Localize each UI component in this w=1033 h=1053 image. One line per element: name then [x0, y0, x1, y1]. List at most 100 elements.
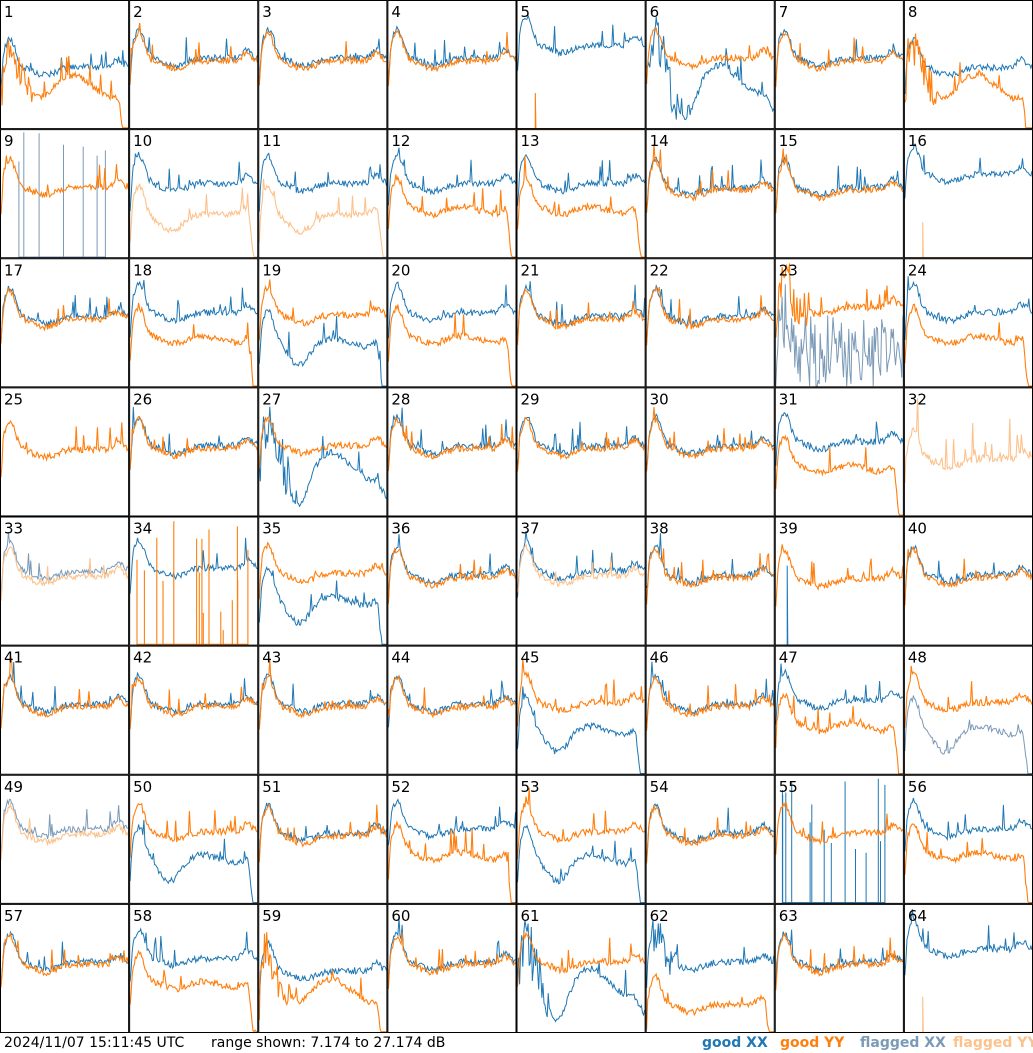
tile-label: 23: [779, 261, 798, 279]
tile-label: 48: [908, 649, 927, 667]
tile-label: 30: [650, 390, 669, 408]
tile-frame: [774, 0, 904, 130]
tile-43: 43: [258, 645, 388, 775]
series-yy: [904, 996, 1032, 1033]
tile-label: 8: [908, 3, 918, 21]
tile-label: 27: [262, 390, 281, 408]
series-xx: [129, 406, 258, 468]
tile-58: 58: [129, 903, 259, 1033]
series-yy: [775, 31, 904, 88]
tile-label: 41: [4, 649, 23, 667]
tile-60: 60: [387, 903, 517, 1033]
series-yy: [517, 92, 645, 130]
tile-frame: [387, 903, 517, 1033]
legend-flagged-yy: flagged YY: [953, 1035, 1033, 1051]
series-xx: [646, 16, 775, 121]
tile-19: 19: [258, 258, 388, 388]
series-xx: [517, 919, 646, 1023]
tile-53: 53: [516, 774, 646, 904]
tile-frame: [258, 258, 388, 388]
timestamp: 2024/11/07 15:11:45 UTC: [4, 1035, 185, 1051]
tile-frame: [516, 774, 646, 904]
tile-frame: [258, 516, 388, 646]
tile-label: 4: [391, 3, 401, 21]
tile-frame: [258, 129, 388, 259]
tile-55: 55: [774, 774, 904, 904]
tile-22: 22: [645, 258, 775, 388]
series-xx: [258, 673, 387, 727]
series-yy: [775, 801, 904, 855]
tile-31: 31: [774, 387, 904, 517]
series-xx: [0, 798, 129, 855]
tile-label: 54: [650, 778, 669, 796]
tile-frame: [774, 645, 904, 775]
series-xx: [129, 927, 258, 982]
tile-57: 57: [0, 903, 130, 1033]
series-yy: [129, 675, 258, 730]
series-yy: [775, 931, 904, 991]
series-yy: [258, 279, 387, 341]
tile-49: 49: [0, 774, 130, 904]
series-xx: [387, 674, 516, 728]
series-yy: [387, 674, 516, 719]
series-yy: [516, 416, 646, 472]
tile-40: 40: [903, 516, 1033, 646]
tile-label: 24: [908, 261, 927, 279]
series-yy: [258, 30, 387, 86]
tile-frame: [387, 0, 517, 130]
tile-label: 7: [779, 3, 789, 21]
tile-frame: [516, 258, 646, 388]
series-yy: [646, 546, 774, 605]
tile-label: 17: [4, 261, 23, 279]
tile-16: 16: [903, 129, 1033, 259]
tile-18: 18: [129, 258, 259, 388]
series-yy: [258, 804, 387, 863]
series-yy: [646, 406, 775, 472]
series-xx: [775, 156, 904, 211]
series-yy: [129, 22, 258, 85]
tile-frame: [774, 516, 904, 646]
tile-label: 32: [908, 390, 927, 408]
tile-61: 61: [516, 903, 646, 1033]
series-yy: [516, 288, 645, 346]
tile-label: 25: [4, 390, 23, 408]
tile-30: 30: [645, 387, 775, 517]
tile-label: 61: [521, 907, 540, 925]
series-yy: [904, 303, 1032, 387]
tile-label: 12: [391, 132, 410, 150]
tile-label: 9: [4, 132, 14, 150]
tile-36: 36: [387, 516, 517, 646]
series-xx: [904, 695, 1032, 774]
tile-5: 5: [516, 0, 646, 130]
tile-label: 36: [391, 520, 410, 538]
series-xx: [904, 276, 1033, 341]
tile-frame: [0, 129, 130, 259]
series-yy: [0, 286, 129, 344]
tile-label: 51: [262, 778, 281, 796]
series-xx: [129, 537, 258, 594]
tile-label: 45: [521, 649, 540, 667]
series-xx: [258, 308, 387, 387]
tile-7: 7: [774, 0, 904, 130]
legend-good-yy: good YY: [780, 1035, 845, 1051]
tile-label: 53: [521, 778, 540, 796]
series-xx: [18, 132, 106, 258]
tile-label: 42: [133, 649, 152, 667]
tile-frame: [387, 645, 517, 775]
series-yy: [129, 415, 258, 471]
tile-label: 22: [650, 261, 669, 279]
tile-frame: [387, 516, 517, 646]
series-xx: [258, 406, 387, 508]
series-yy: [258, 932, 387, 1033]
series-yy: [0, 801, 129, 860]
series-xx: [129, 151, 258, 212]
tile-frame: [387, 258, 517, 388]
series-yy: [775, 434, 903, 516]
tile-15: 15: [774, 129, 904, 259]
tile-frame: [129, 774, 259, 904]
tile-32: 32: [903, 387, 1033, 517]
tile-frame: [645, 903, 775, 1033]
series-xx: [775, 284, 904, 387]
tile-34: 34: [129, 516, 259, 646]
tile-45: 45: [516, 645, 646, 775]
